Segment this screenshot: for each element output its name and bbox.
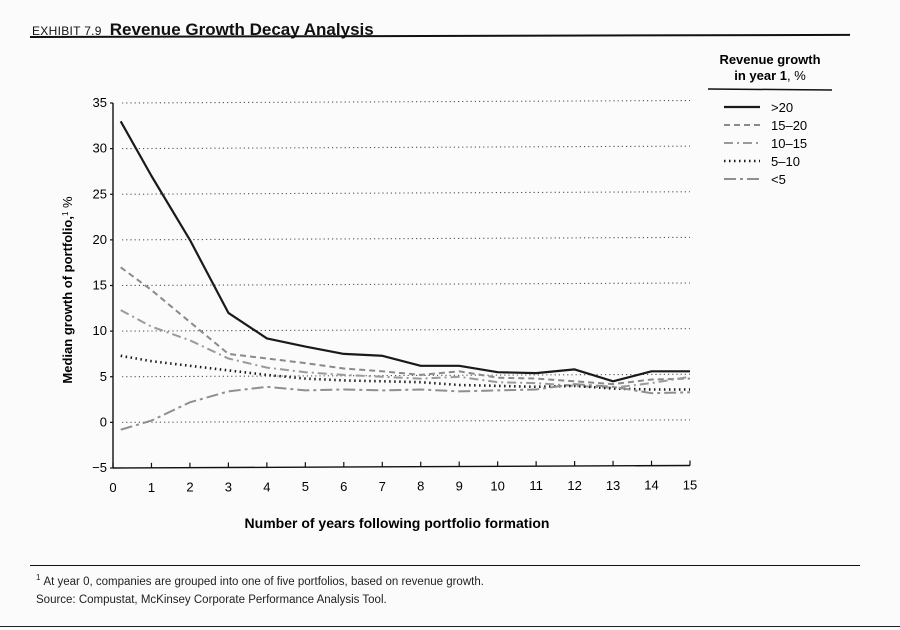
y-tick-label: −5 bbox=[92, 460, 107, 475]
legend-rule bbox=[707, 88, 833, 91]
x-tick-label: 7 bbox=[379, 479, 386, 494]
gridline bbox=[121, 328, 691, 332]
chart-series bbox=[119, 120, 691, 431]
y-tick-label: 5 bbox=[100, 369, 107, 384]
gridline bbox=[121, 145, 691, 150]
y-tick-label: 20 bbox=[93, 232, 107, 247]
chart-legend: Revenue growth in year 1, % >20 15–20 10–1… bbox=[707, 52, 833, 187]
x-tick-label: 6 bbox=[340, 479, 347, 494]
y-axis-label-unit: % bbox=[60, 196, 75, 212]
x-tick-label: 15 bbox=[683, 478, 697, 493]
x-tick-label: 10 bbox=[490, 478, 504, 493]
footnote-marker: 1 bbox=[36, 573, 41, 582]
y-tick-label: 30 bbox=[93, 141, 107, 156]
x-tick-label: 14 bbox=[644, 478, 658, 493]
y-tick-label: 0 bbox=[100, 414, 107, 429]
gridline bbox=[121, 373, 691, 378]
y-tick-label: 35 bbox=[93, 95, 107, 110]
legend-title-bold: in year 1 bbox=[734, 68, 787, 83]
gridline bbox=[121, 419, 691, 423]
legend-title-line1: Revenue growth bbox=[719, 52, 820, 67]
legend-label: <5 bbox=[771, 172, 786, 187]
x-tick-label: 11 bbox=[529, 478, 543, 493]
x-tick-label: 8 bbox=[417, 479, 424, 494]
gridline bbox=[121, 236, 691, 241]
series-line bbox=[120, 383, 691, 431]
exhibit-number: EXHIBIT 7.9 bbox=[32, 24, 102, 38]
x-tick-label: 5 bbox=[302, 479, 309, 494]
x-tick-label: 12 bbox=[567, 478, 581, 493]
y-axis-label-sup: 1 bbox=[61, 211, 70, 216]
y-tick-label: 10 bbox=[93, 323, 107, 338]
chart-axis-labels: Number of years following portfolio form… bbox=[60, 196, 549, 531]
legend-title-rest: , % bbox=[787, 68, 806, 83]
chart-gridlines bbox=[121, 99, 691, 423]
x-tick-label: 0 bbox=[109, 480, 116, 495]
x-axis-line bbox=[112, 464, 691, 469]
legend-title-line2: in year 1, % bbox=[734, 68, 806, 83]
series-line bbox=[119, 120, 690, 383]
x-axis-label: Number of years following portfolio form… bbox=[245, 515, 550, 531]
page-bottom-rule bbox=[0, 626, 900, 627]
gridline bbox=[121, 99, 691, 104]
x-tick-label: 4 bbox=[263, 479, 270, 494]
x-tick-label: 9 bbox=[456, 479, 463, 494]
exhibit-title: Revenue Growth Decay Analysis bbox=[109, 20, 374, 39]
y-axis-label-main: Median growth of portfolio, bbox=[60, 216, 75, 384]
gridline bbox=[121, 282, 691, 287]
source-note: Source: Compustat, McKinsey Corporate Pe… bbox=[36, 594, 387, 606]
y-tick-label: 15 bbox=[93, 278, 107, 293]
legend-label: 15–20 bbox=[771, 118, 807, 133]
legend-label: >20 bbox=[771, 100, 793, 115]
x-tick-label: 3 bbox=[225, 480, 232, 495]
x-tick-label: 1 bbox=[148, 480, 155, 495]
legend-label: 5–10 bbox=[771, 154, 800, 169]
exhibit-header: EXHIBIT 7.9 Revenue Growth Decay Analysi… bbox=[32, 20, 374, 40]
y-tick-label: 25 bbox=[93, 186, 107, 201]
x-tick-label: 2 bbox=[186, 480, 193, 495]
series-line bbox=[120, 266, 691, 386]
series-line bbox=[120, 309, 691, 389]
legend-label: 10–15 bbox=[771, 136, 807, 151]
footnote: 1 At year 0, companies are grouped into o… bbox=[36, 573, 484, 588]
y-axis-label: Median growth of portfolio,1 % bbox=[60, 196, 75, 384]
x-tick-label: 13 bbox=[606, 478, 620, 493]
footnote-text: At year 0, companies are grouped into on… bbox=[43, 575, 484, 588]
gridline bbox=[121, 191, 691, 195]
footnote-rule bbox=[30, 565, 860, 566]
